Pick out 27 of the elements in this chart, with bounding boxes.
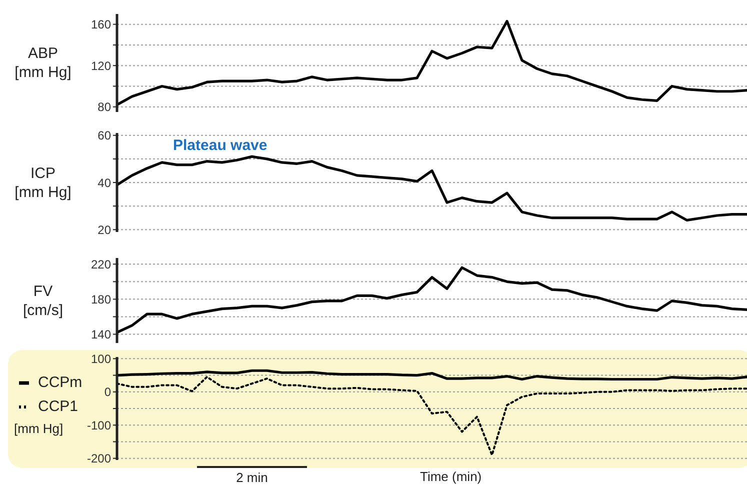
y-axis-title: ICP [mm Hg] [14, 164, 72, 202]
y-tick-label: -100 [86, 418, 112, 432]
y-axis-title: ABP [mm Hg] [14, 44, 72, 82]
y-tick-label: 60 [98, 128, 112, 143]
line-series [117, 266, 747, 334]
y-tick-label: 160 [90, 18, 112, 32]
legend-label: CCP1 [38, 397, 78, 417]
y-tick-label: 100 [90, 352, 112, 366]
line-series [117, 369, 747, 381]
scale-ruler: 2 min [197, 466, 307, 485]
y-axis-title: FV [cm/s] [22, 282, 64, 320]
y-tick-label: 20 [98, 222, 112, 237]
line-series [117, 155, 747, 222]
line-series [117, 376, 747, 456]
y-tick-label: 80 [98, 100, 112, 114]
y-tick-label: -200 [86, 452, 112, 466]
x-axis-title: Time (min) [420, 469, 482, 484]
legend-label: CCPm [38, 373, 82, 393]
y-tick-label: 180 [90, 292, 112, 306]
y-tick-label: 220 [90, 257, 112, 272]
y-tick-label: 40 [98, 176, 112, 190]
y-axis-title: [mm Hg] [14, 421, 64, 436]
y-tick-label: 0 [104, 385, 112, 400]
y-tick-label: 120 [90, 58, 112, 73]
line-series [117, 20, 747, 106]
annotation: Plateau wave [173, 137, 268, 154]
y-tick-label: 140 [90, 327, 112, 342]
